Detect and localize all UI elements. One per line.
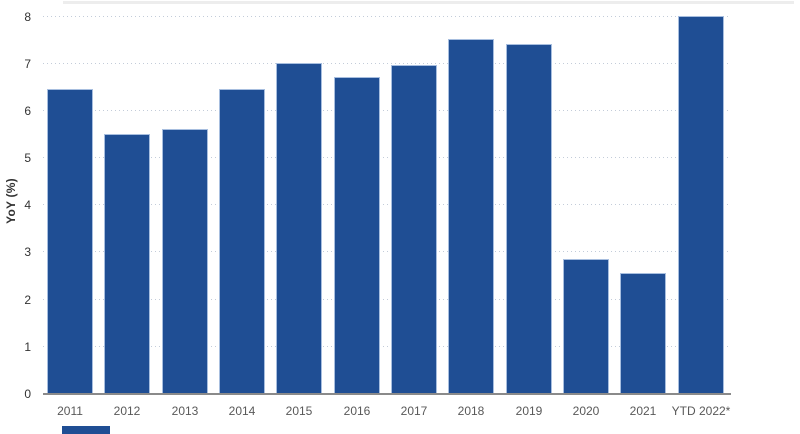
y-tick-label-0: 0: [24, 387, 31, 401]
bar-2018[interactable]: [448, 39, 494, 393]
bar-2016[interactable]: [334, 76, 380, 393]
y-tick-label-1: 1: [24, 340, 31, 354]
y-tick-label-8: 8: [24, 10, 31, 24]
gridline-5: [43, 157, 731, 158]
y-tick-label-3: 3: [24, 245, 31, 259]
y-tick-label-2: 2: [24, 293, 31, 307]
bar-2014[interactable]: [219, 88, 265, 393]
y-tick-label-7: 7: [24, 57, 31, 71]
x-tick-label-2014: 2014: [228, 404, 256, 418]
x-tick-label-2017: 2017: [400, 404, 428, 418]
bar-2020[interactable]: [563, 258, 609, 393]
x-axis-line: [43, 393, 731, 395]
bar-2021[interactable]: [620, 272, 666, 393]
x-tick-label-2018: 2018: [457, 404, 485, 418]
x-tick-label-2011: 2011: [57, 404, 83, 418]
y-tick-label-4: 4: [24, 198, 31, 212]
cropped-bottom-left-element: [62, 426, 110, 434]
y-tick-label-6: 6: [24, 104, 31, 118]
x-tick-label-2013: 2013: [171, 404, 199, 418]
y-tick-label-5: 5: [24, 151, 31, 165]
bar-2019[interactable]: [506, 43, 552, 393]
bar-2015[interactable]: [276, 62, 322, 393]
bar-2012[interactable]: [104, 133, 150, 393]
gridline-1: [43, 346, 731, 347]
gridline-2: [43, 299, 731, 300]
x-tick-label-2021: 2021: [629, 404, 657, 418]
gridline-6: [43, 110, 731, 111]
gridline-3: [43, 251, 731, 252]
x-tick-label-2015: 2015: [285, 404, 313, 418]
x-tick-label-ytd-2022-: YTD 2022*: [671, 404, 731, 418]
x-tick-label-2012: 2012: [113, 404, 141, 418]
x-tick-label-2019: 2019: [515, 404, 543, 418]
bar-ytd-2022-[interactable]: [678, 15, 724, 393]
gridline-8: [43, 16, 731, 17]
bar-2011[interactable]: [47, 88, 93, 393]
top-divider: [63, 1, 794, 4]
x-tick-label-2020: 2020: [572, 404, 600, 418]
bar-2013[interactable]: [162, 128, 208, 393]
bar-2017[interactable]: [391, 65, 437, 393]
x-tick-label-2016: 2016: [343, 404, 371, 418]
gridline-7: [43, 63, 731, 64]
gridline-4: [43, 204, 731, 205]
